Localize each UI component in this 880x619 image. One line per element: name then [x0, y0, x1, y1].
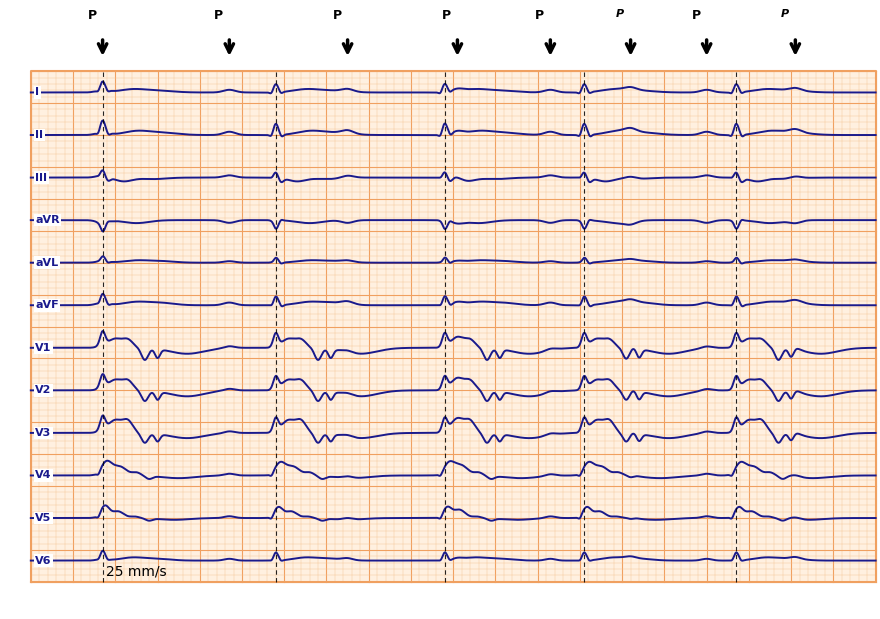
Text: V2: V2 — [35, 386, 52, 396]
Text: V1: V1 — [35, 343, 52, 353]
Text: P: P — [535, 9, 545, 22]
Text: P: P — [781, 9, 788, 19]
Text: I: I — [35, 87, 40, 97]
Text: P: P — [616, 9, 624, 19]
Text: P: P — [333, 9, 341, 22]
Text: V5: V5 — [35, 513, 51, 523]
Text: P: P — [214, 9, 224, 22]
Text: aVL: aVL — [35, 258, 58, 267]
Text: P: P — [87, 9, 97, 22]
Text: aVR: aVR — [35, 215, 60, 225]
Text: V4: V4 — [35, 470, 52, 480]
Text: aVF: aVF — [35, 300, 59, 310]
Text: 25 mm/s: 25 mm/s — [106, 565, 166, 579]
Text: P: P — [692, 9, 700, 22]
Text: II: II — [35, 130, 43, 140]
Text: V3: V3 — [35, 428, 51, 438]
Text: V6: V6 — [35, 556, 52, 566]
Text: P: P — [443, 9, 451, 22]
Bar — [31, 71, 876, 582]
Text: III: III — [35, 173, 48, 183]
